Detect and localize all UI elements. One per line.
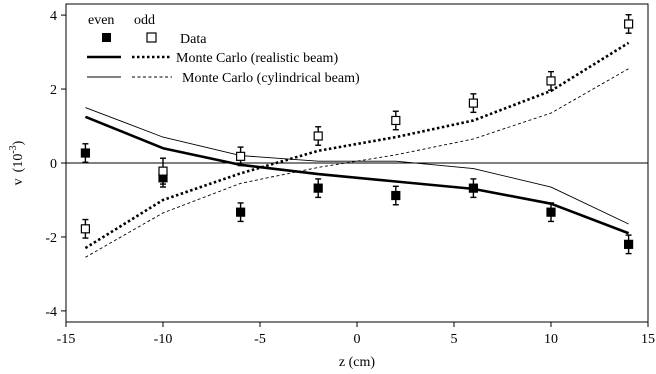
data-odd-point [468, 98, 478, 108]
data-odd-point [313, 131, 323, 141]
data-odd-point [158, 166, 168, 176]
y-axis-label-exp: -3 [8, 145, 19, 153]
y-axis-label-close: ) [11, 140, 26, 145]
y-tick-label: 2 [50, 83, 57, 98]
legend-header-even: even [88, 13, 114, 28]
data-odd-point [391, 115, 401, 126]
legend-marker-odd [146, 32, 157, 43]
data-even-point [546, 207, 556, 217]
legend-label-data: Data [180, 32, 207, 47]
data-even-point [313, 183, 323, 193]
legend-header-odd: odd [134, 13, 155, 28]
legend-marker-even [102, 33, 111, 42]
legend-label-mc-realistic: Monte Carlo (realistic beam) [176, 51, 338, 66]
y-tick-label: 4 [50, 9, 57, 24]
x-tick-label: 5 [451, 332, 458, 347]
data-points-group [80, 14, 634, 255]
data-even-point [80, 148, 91, 158]
mc-cylindrical-even-line [85, 107, 629, 225]
data-even-point [468, 183, 478, 193]
x-tick-label: 10 [544, 332, 558, 347]
y-axis-label-var: v [11, 178, 26, 185]
mc-realistic-even-line [84, 115, 630, 235]
x-tick-label: -15 [57, 332, 76, 347]
y-tick-label: 0 [50, 157, 57, 172]
data-even-point [623, 239, 634, 249]
y-axis-label: v (10-3) [8, 140, 26, 185]
x-axis-label: z (cm) [339, 355, 375, 370]
x-axis: -15 -10 -5 0 5 10 15 [57, 322, 655, 347]
mc-realistic-odd-line [84, 41, 630, 250]
data-even-point [236, 207, 246, 217]
x-tick-label: -5 [254, 332, 266, 347]
data-odd-point [80, 224, 91, 234]
legend: even odd Data Monte Carlo (realistic bea… [87, 13, 360, 86]
y-tick-label: -4 [45, 305, 57, 320]
x-tick-label: 15 [641, 332, 655, 347]
data-odd-point [546, 76, 556, 86]
x-tick-label: 0 [354, 332, 361, 347]
x-tick-label: -10 [154, 332, 173, 347]
legend-label-mc-cylindrical: Monte Carlo (cylindrical beam) [182, 71, 360, 86]
y-tick-label: -2 [45, 231, 57, 246]
y-axis: -4 -2 0 2 4 [45, 9, 66, 320]
data-even-point [391, 190, 401, 201]
data-odd-point [236, 151, 246, 161]
data-odd-point [623, 19, 634, 29]
y-axis-label-unit: (10 [11, 154, 26, 173]
series-group [84, 41, 630, 258]
